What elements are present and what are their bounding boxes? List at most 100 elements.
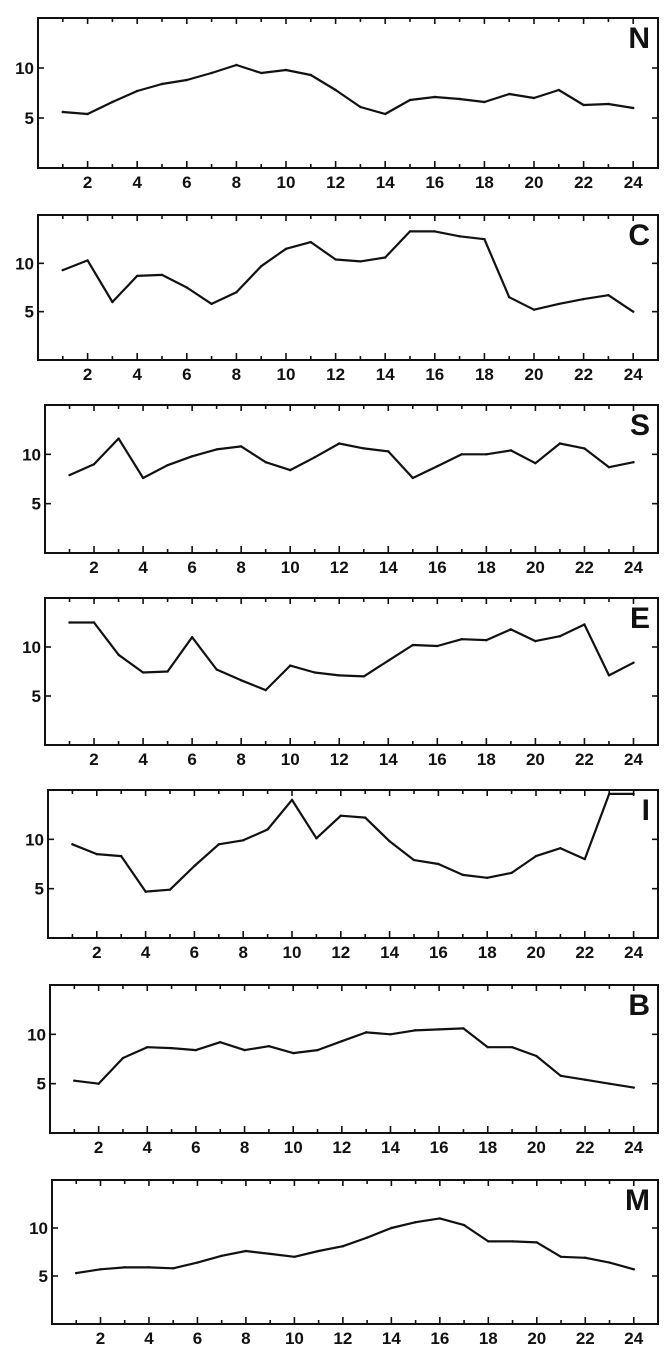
data-point: [61, 268, 64, 272]
x-tick-label: 20: [525, 173, 544, 192]
x-tick-label: 6: [182, 365, 191, 384]
data-point: [364, 1031, 368, 1034]
y-tick-label: 10: [29, 1219, 48, 1238]
x-tick-label: 12: [326, 173, 345, 192]
data-point: [235, 291, 238, 294]
data-point: [461, 873, 464, 877]
data-point: [487, 1240, 490, 1243]
data-point: [141, 476, 145, 480]
x-tick-label: 10: [281, 750, 300, 769]
x-tick-label: 24: [624, 1138, 643, 1157]
data-point: [508, 295, 511, 299]
data-point: [632, 1086, 635, 1089]
data-point: [534, 854, 538, 858]
data-point: [460, 637, 464, 641]
data-point: [535, 1054, 538, 1058]
y-tick-label: 5: [25, 303, 34, 322]
x-tick-label: 12: [332, 1138, 351, 1157]
data-point: [509, 628, 513, 631]
data-point: [313, 456, 316, 459]
plot-frame: [37, 17, 659, 169]
y-tick-label: 10: [27, 1025, 46, 1044]
data-point: [95, 852, 99, 856]
x-tick-label: 14: [376, 173, 395, 192]
data-point: [97, 1082, 100, 1085]
series-line: [61, 63, 635, 116]
y-tick-label: 5: [32, 495, 41, 514]
data-point: [220, 1254, 223, 1258]
y-tick-label: 5: [25, 109, 34, 128]
data-point: [243, 1048, 246, 1052]
x-tick-label: 8: [241, 1329, 250, 1348]
data-point: [92, 463, 96, 466]
x-tick-label: 10: [277, 365, 296, 384]
data-point: [235, 63, 238, 67]
data-point: [117, 653, 120, 657]
data-point: [264, 461, 267, 464]
data-point: [160, 82, 164, 86]
data-point: [196, 1261, 199, 1264]
panel-letter: I: [642, 794, 650, 827]
data-point: [559, 847, 562, 850]
data-point: [557, 302, 560, 306]
data-point: [534, 462, 537, 465]
series-line: [75, 1217, 635, 1275]
data-point: [111, 300, 114, 304]
data-point: [558, 635, 562, 638]
plot-frame: [44, 597, 659, 746]
x-tick-label: 8: [238, 943, 247, 962]
data-point: [384, 256, 387, 259]
x-tick-label: 10: [284, 1138, 303, 1157]
data-point: [317, 1249, 320, 1253]
x-tick-label: 18: [475, 365, 494, 384]
x-tick-label: 4: [141, 943, 151, 962]
panel-letter: B: [628, 989, 650, 1022]
data-point: [239, 679, 243, 682]
data-point: [86, 259, 89, 262]
data-point: [412, 858, 416, 862]
data-point: [166, 463, 169, 467]
x-tick-label: 4: [132, 173, 142, 192]
data-point: [309, 240, 312, 244]
x-tick-label: 22: [575, 943, 594, 962]
data-point: [607, 674, 611, 677]
data-point: [583, 1078, 587, 1081]
data-point: [408, 230, 412, 233]
x-tick-label: 18: [479, 1329, 498, 1348]
data-point: [61, 110, 64, 114]
data-point: [632, 1268, 635, 1271]
data-point: [316, 1048, 319, 1052]
y-tick-label: 10: [22, 445, 41, 464]
data-point: [584, 1256, 587, 1259]
data-point: [486, 876, 489, 880]
data-point: [260, 265, 263, 268]
x-tick-label: 20: [526, 558, 545, 577]
x-tick-label: 14: [379, 750, 398, 769]
data-point: [334, 258, 337, 261]
series-line: [61, 230, 635, 313]
data-point: [219, 1041, 222, 1044]
data-point: [289, 468, 292, 472]
data-point: [267, 1044, 271, 1048]
data-point: [121, 1056, 125, 1060]
data-point: [408, 98, 412, 102]
series-line: [73, 1027, 635, 1089]
data-point: [210, 71, 213, 75]
x-tick-label: 20: [525, 365, 544, 384]
data-point: [534, 639, 537, 643]
data-point: [411, 476, 414, 480]
data-point: [437, 862, 440, 866]
data-point: [172, 1267, 175, 1270]
data-point: [185, 78, 188, 82]
data-point: [136, 89, 139, 93]
x-tick-label: 10: [285, 1329, 304, 1348]
data-point: [608, 1082, 611, 1085]
x-tick-label: 22: [575, 558, 594, 577]
x-tick-label: 12: [333, 1329, 352, 1348]
data-point: [284, 247, 288, 251]
data-point: [607, 294, 610, 297]
x-tick-label: 2: [89, 750, 98, 769]
data-point: [75, 1271, 78, 1275]
